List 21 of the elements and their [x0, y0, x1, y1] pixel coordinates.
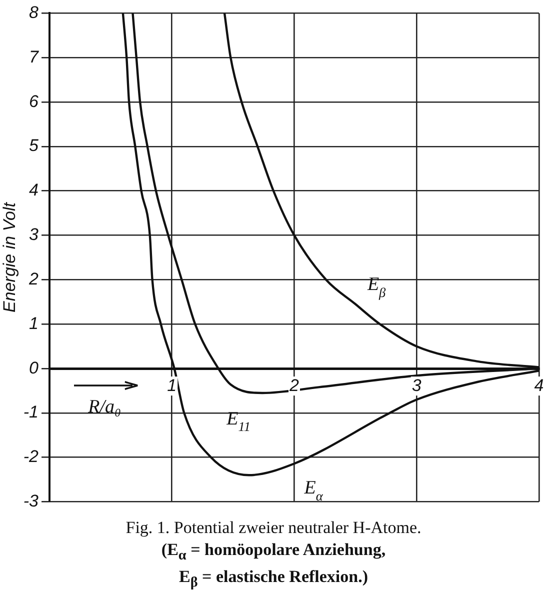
text: E$_{β}$ = elastische Reflexion.) — [178, 566, 370, 593]
caption: Fig. 1. Potential zweier neutraler H-Atome. — [124, 517, 422, 539]
y-tick-label: 7 — [29, 47, 40, 66]
x-tick-label: 3 — [412, 376, 422, 395]
y-tick-label: -2 — [23, 447, 40, 466]
y-tick-label: 0 — [29, 358, 40, 378]
y-axis-title: Energie in Volt — [0, 201, 19, 312]
x-tick-label: 4 — [534, 376, 544, 395]
y-tick-label: 6 — [29, 92, 40, 111]
y-tick-label: -1 — [23, 402, 39, 422]
x-tick-label: 1 — [167, 376, 177, 395]
x-axis-title: R/a₀ — [87, 396, 122, 418]
y-tick-label: 2 — [28, 269, 40, 288]
y-tick-label: 4 — [29, 180, 39, 200]
y-tick-label: 5 — [29, 136, 40, 156]
y-tick-label: -3 — [23, 492, 40, 511]
y-tick-label: 8 — [29, 2, 40, 22]
y-tick-label: 1 — [29, 314, 39, 333]
x-tick-label: 2 — [288, 376, 300, 395]
y-tick-label: 3 — [29, 225, 40, 244]
text: (E$_{α}$ = homöopolare Anziehung, — [160, 539, 387, 566]
